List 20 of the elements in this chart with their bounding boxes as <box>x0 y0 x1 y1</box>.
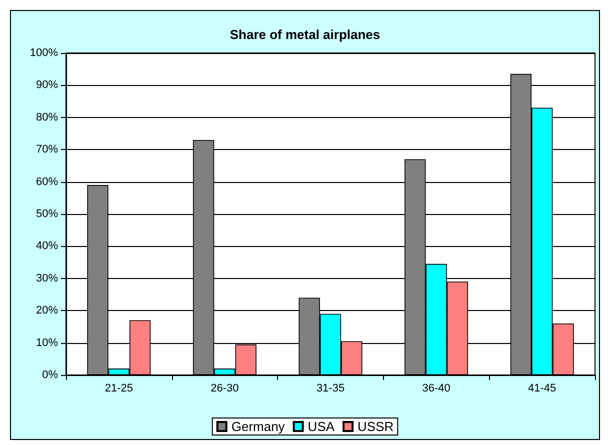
x-tick-label: 36-40 <box>422 382 450 394</box>
y-tick-label: 60% <box>36 176 58 188</box>
y-tick-label: 0% <box>42 369 58 381</box>
y-tick-label: 50% <box>36 208 58 220</box>
y-tick-label: 100% <box>30 47 58 59</box>
x-tick-label: 26-30 <box>210 382 239 394</box>
legend-label: USSR <box>358 419 394 434</box>
y-tick-label: 80% <box>36 111 58 124</box>
y-tick-label: 40% <box>36 240 58 252</box>
legend-label: USA <box>308 419 335 434</box>
x-tick-label: 41-45 <box>528 382 556 394</box>
legend-label: Germany <box>231 419 286 434</box>
y-tick-label: 70% <box>36 144 58 156</box>
y-tick-label: 30% <box>36 272 58 284</box>
chart-title: Share of metal airplanes <box>230 27 380 42</box>
y-tick-label: 20% <box>36 304 58 317</box>
x-tick-label: 31-35 <box>316 382 345 394</box>
y-tick-label: 10% <box>36 336 58 349</box>
y-tick-label: 90% <box>36 79 58 92</box>
x-tick-label: 21-25 <box>104 382 133 394</box>
